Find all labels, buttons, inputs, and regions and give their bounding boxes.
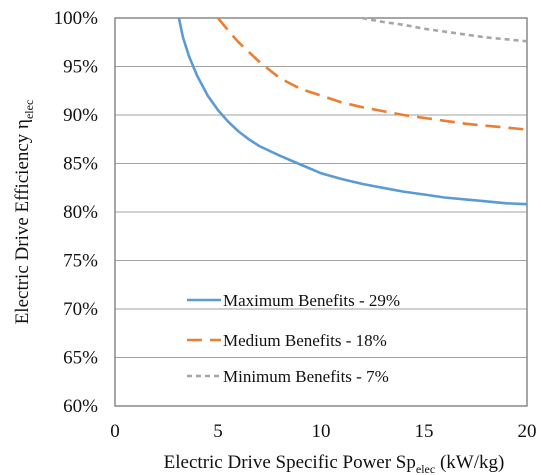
x-axis-title-unit: (kW/kg) xyxy=(435,452,504,473)
plot-frame xyxy=(114,17,528,407)
x-axis-title-main: Electric Drive Specific Power Sp xyxy=(164,452,416,473)
x-tick-label: 15 xyxy=(415,421,434,442)
y-axis-title-main: Electric Drive Efficiency η xyxy=(12,119,33,324)
y-tick-label: 95% xyxy=(63,57,98,78)
y-tick-label: 60% xyxy=(63,396,98,417)
legend: Maximum Benefits - 29% Medium Benefits - … xyxy=(187,291,400,386)
series-line-2 xyxy=(216,17,528,131)
x-axis-title: Electric Drive Specific Power Spelec (kW… xyxy=(164,452,505,475)
x-tick-label: 20 xyxy=(518,421,537,442)
x-tick-label: 10 xyxy=(312,421,331,442)
x-tick-label: 5 xyxy=(213,421,223,442)
x-tick-label: 0 xyxy=(110,421,120,442)
legend-label-2: Medium Benefits - 18% xyxy=(223,331,387,350)
y-tick-labels: 60% 65% 70% 75% 80% 85% 90% 95% 100% xyxy=(54,8,99,417)
y-tick-label: 85% xyxy=(63,154,98,175)
y-tick-label: 75% xyxy=(63,251,98,272)
y-tick-label: 70% xyxy=(63,299,98,320)
series-lines xyxy=(177,16,528,206)
legend-label-3: Minimum Benefits - 7% xyxy=(223,367,389,386)
y-axis-title-subscript: elec xyxy=(22,100,36,119)
y-tick-label: 100% xyxy=(54,8,99,29)
y-tick-label: 65% xyxy=(63,348,98,369)
legend-label-1: Maximum Benefits - 29% xyxy=(223,291,400,310)
y-tick-label: 80% xyxy=(63,202,98,223)
series-line-3 xyxy=(361,16,528,43)
y-tick-label: 90% xyxy=(63,105,98,126)
y-axis-title: Electric Drive Efficiency ηelec xyxy=(12,100,36,325)
x-axis-title-subscript: elec xyxy=(416,462,435,475)
series-line-1 xyxy=(177,17,528,206)
x-tick-labels: 0 5 10 15 20 xyxy=(110,421,536,442)
gridlines xyxy=(115,66,527,358)
